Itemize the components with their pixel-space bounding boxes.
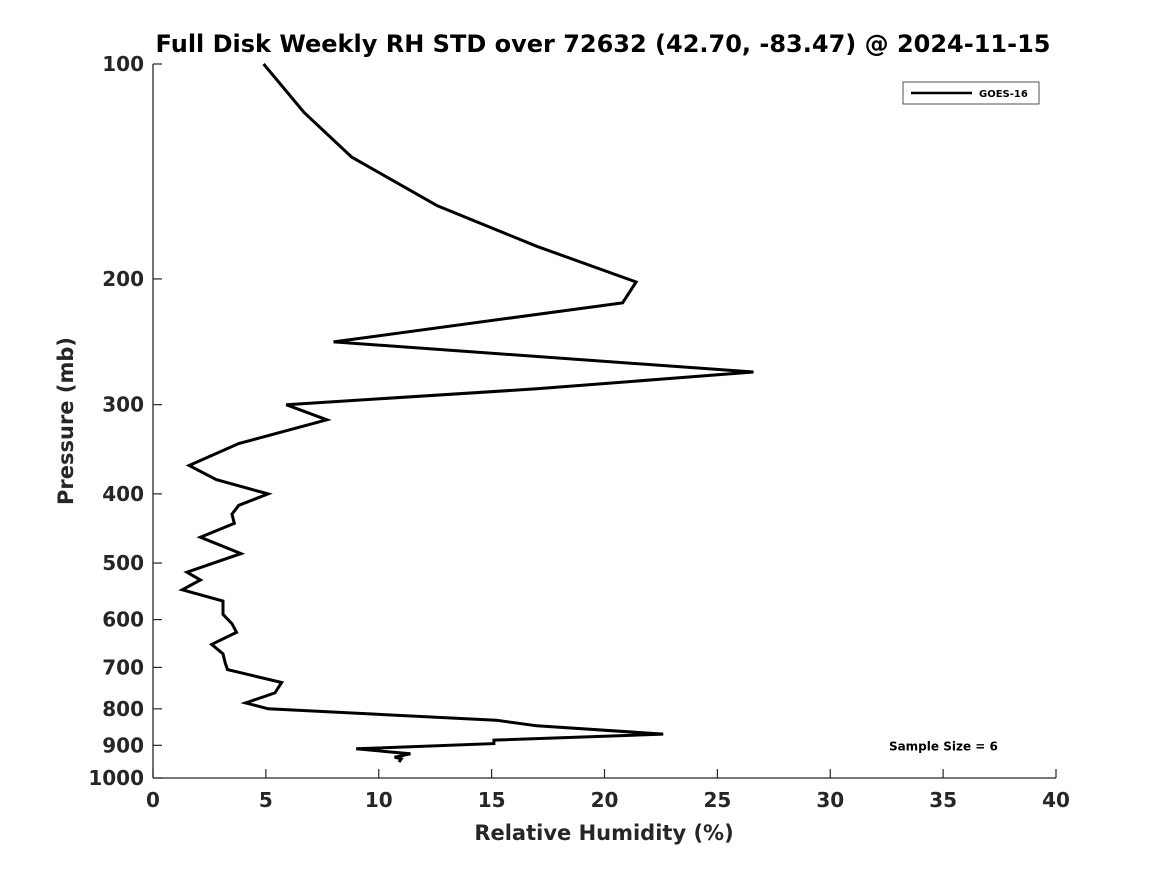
y-tick-label: 500 [102,551,144,575]
legend-label-goes-16: GOES-16 [979,89,1028,100]
sample-size-annotation: Sample Size = 6 [889,739,998,753]
y-tick-label: 300 [102,393,144,417]
y-tick-label: 700 [102,655,144,679]
chart-title: Full Disk Weekly RH STD over 72632 (42.7… [156,30,1051,58]
y-axis-label: Pressure (mb) [54,337,78,505]
y-ticks: 100 200 300 400 500 600 700 800 900 1000 [88,52,162,790]
plot-axes [152,64,1056,779]
x-tick-label: 5 [259,788,273,812]
x-tick-label: 25 [703,788,731,812]
y-tick-label: 200 [102,267,144,291]
x-tick-label: 15 [478,788,506,812]
x-tick-label: 30 [816,788,844,812]
y-tick-label: 400 [102,482,144,506]
series-layer [178,63,754,763]
y-tick-label: 900 [102,733,144,757]
x-tick-label: 35 [929,788,957,812]
y-tick-label: 800 [102,697,144,721]
y-tick-label: 1000 [88,766,144,790]
series-line-goes-16 [178,63,754,763]
x-ticks: 0 5 10 15 20 25 30 35 40 [146,769,1070,812]
x-axis-label: Relative Humidity (%) [474,821,733,845]
y-tick-label: 100 [102,52,144,76]
x-tick-label: 40 [1042,788,1070,812]
legend: GOES-16 [902,81,1040,105]
x-tick-label: 20 [591,788,619,812]
x-tick-label: 0 [146,788,160,812]
y-tick-label: 600 [102,608,144,632]
x-tick-label: 10 [365,788,393,812]
